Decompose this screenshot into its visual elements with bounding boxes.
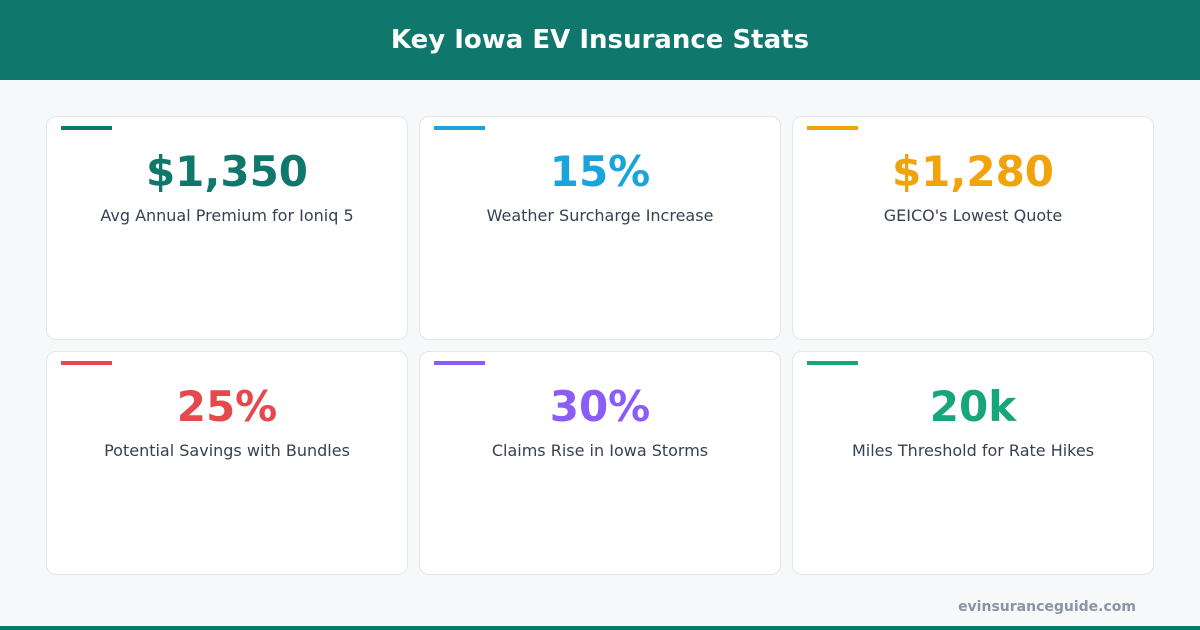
- stat-card: $1,350 Avg Annual Premium for Ioniq 5: [46, 116, 408, 340]
- accent-bar: [434, 361, 485, 365]
- stat-value: 20k: [929, 382, 1017, 431]
- stat-value: 30%: [549, 382, 651, 431]
- stat-value: $1,350: [145, 147, 309, 196]
- stat-card: 15% Weather Surcharge Increase: [419, 116, 781, 340]
- accent-bar: [61, 361, 112, 365]
- stat-label: Weather Surcharge Increase: [486, 206, 714, 225]
- stat-card: $1,280 GEICO's Lowest Quote: [792, 116, 1154, 340]
- accent-bar: [807, 361, 858, 365]
- stat-card: 20k Miles Threshold for Rate Hikes: [792, 351, 1154, 575]
- accent-bar: [434, 126, 485, 130]
- stat-value: $1,280: [891, 147, 1055, 196]
- stat-card: 25% Potential Savings with Bundles: [46, 351, 408, 575]
- site-name: evinsuranceguide.com: [958, 599, 1136, 615]
- stat-label: Potential Savings with Bundles: [104, 441, 350, 460]
- accent-bar: [807, 126, 858, 130]
- stat-value: 15%: [549, 147, 651, 196]
- stat-label: GEICO's Lowest Quote: [883, 206, 1063, 225]
- stat-value: 25%: [176, 382, 278, 431]
- stat-card: 30% Claims Rise in Iowa Storms: [419, 351, 781, 575]
- stat-label: Miles Threshold for Rate Hikes: [851, 441, 1095, 460]
- bottom-bar: [0, 626, 1200, 630]
- stat-label: Claims Rise in Iowa Storms: [491, 441, 709, 460]
- title: Key Iowa EV Insurance Stats: [390, 25, 810, 55]
- header: Key Iowa EV Insurance Stats: [0, 0, 1200, 80]
- accent-bar: [61, 126, 112, 130]
- stat-label: Avg Annual Premium for Ioniq 5: [100, 206, 354, 225]
